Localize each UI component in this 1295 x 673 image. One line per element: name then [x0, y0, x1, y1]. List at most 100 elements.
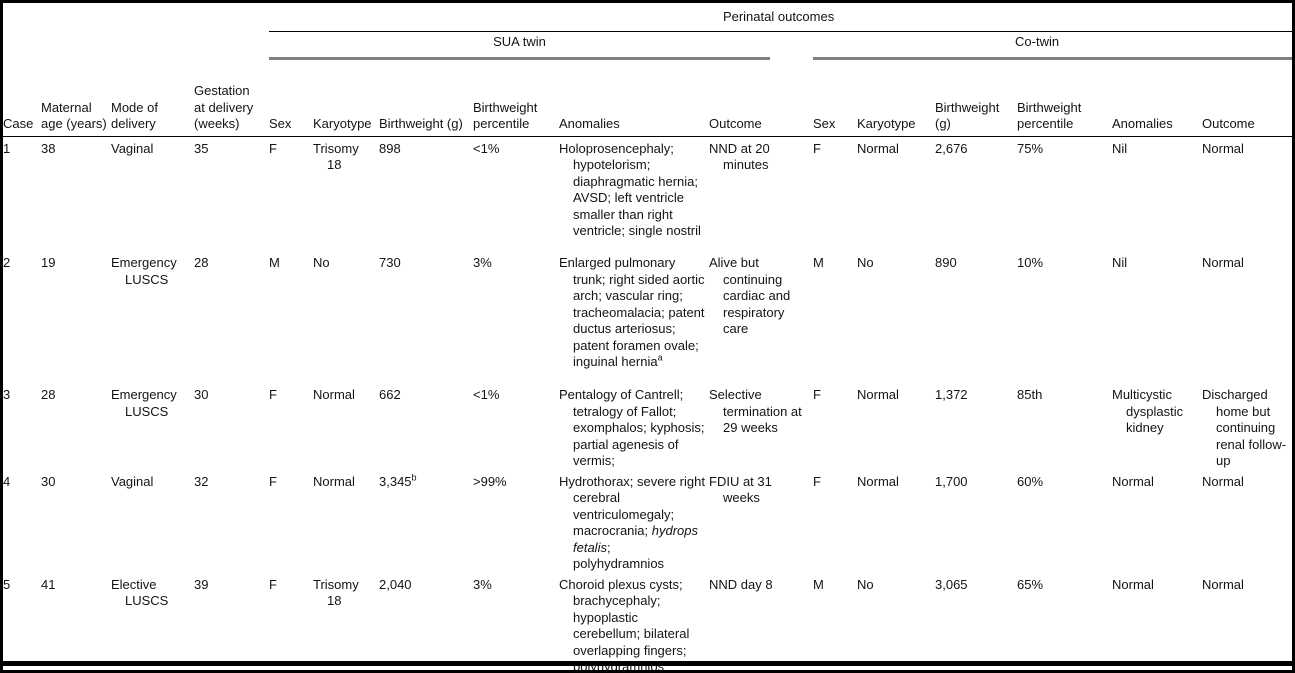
- table-row-case-3: 3 28 Emergency LUSCS 30 F Normal 662 <1%…: [3, 383, 1292, 470]
- col-header-cotwin-sex: Sex: [813, 60, 857, 137]
- cell-cotwin-outcome: Normal: [1202, 576, 1244, 592]
- col-header-case: Case: [3, 60, 41, 137]
- cell-cotwin-sex: F: [813, 473, 821, 489]
- cell-sua-birthweight: 730: [379, 255, 401, 270]
- cell-gestation: 32: [194, 473, 209, 489]
- cell-maternal-age: 38: [41, 140, 56, 156]
- birthweight-text: 3,345: [379, 473, 412, 489]
- cell-cotwin-birthweight-percentile: 75%: [1017, 140, 1044, 156]
- table-row-case-4: 4 30 Vaginal 32 F Normal 3,345b >99% Hyd…: [3, 470, 1292, 573]
- col-header-sua-outcome: Outcome: [709, 60, 813, 137]
- anomalies-text: Hydrothorax; severe right cerebral ventr…: [559, 473, 705, 539]
- cell-sua-anomalies: Enlarged pulmonary trunk; right sided ao…: [559, 251, 709, 383]
- cell-maternal-age: 30: [41, 473, 56, 489]
- cell-sua-sex: M: [269, 255, 280, 270]
- cell-sua-birthweight-percentile: 3%: [473, 576, 492, 592]
- anomalies-text: ; polyhydramnios: [573, 539, 665, 572]
- cell-sua-birthweight-percentile: <1%: [473, 387, 500, 402]
- cell-cotwin-anomalies: Normal: [1112, 473, 1154, 489]
- cell-maternal-age: 19: [41, 255, 56, 270]
- col-header-maternal-age: Maternal age (years): [41, 60, 111, 137]
- cell-cotwin-birthweight: 1,700: [935, 473, 968, 489]
- cell-sua-birthweight: 662: [379, 387, 401, 402]
- cell-cotwin-karyotype: Normal: [857, 473, 899, 489]
- cell-sua-anomalies: Pentalogy of Cantrell; tetralogy of Fall…: [559, 387, 705, 468]
- cell-cotwin-birthweight-percentile: 10%: [1017, 255, 1044, 270]
- co-twin-group-header: Co-twin: [813, 34, 1292, 60]
- cell-cotwin-karyotype: Normal: [857, 140, 899, 156]
- group-header-row: Perinatal outcomes: [3, 5, 1292, 32]
- cell-sua-karyotype: Trisomy 18: [313, 576, 359, 609]
- table-row-case-2: 2 19 Emergency LUSCS 28 M No 730 3% Enla…: [3, 251, 1292, 383]
- cell-cotwin-sex: F: [813, 140, 821, 156]
- cell-sua-outcome: NND day 8: [709, 576, 773, 592]
- table-row-case-5: 5 41 Elective LUSCS 39 F Trisomy 18 2,04…: [3, 573, 1292, 673]
- cell-mode-of-delivery: Emergency LUSCS: [111, 387, 177, 419]
- anomalies-text: Enlarged pulmonary trunk; right sided ao…: [559, 255, 705, 369]
- cell-cotwin-karyotype: No: [857, 576, 874, 592]
- cell-case: 2: [3, 255, 11, 270]
- cell-sua-outcome: Alive but continuing cardiac and respira…: [709, 255, 791, 336]
- cell-sua-birthweight: 2,040: [379, 576, 412, 592]
- blank-corner: [3, 5, 269, 31]
- table-row-case-1: 1 38 Vaginal 35 F Trisomy 18 898 <1% Hol…: [3, 136, 1292, 251]
- cell-cotwin-birthweight-percentile: 65%: [1017, 576, 1044, 592]
- col-header-cotwin-outcome: Outcome: [1202, 60, 1292, 137]
- column-header-row: Case Maternal age (years) Mode of delive…: [3, 60, 1292, 137]
- cell-cotwin-anomalies: Normal: [1112, 576, 1154, 592]
- cell-cotwin-anomalies: Multicystic dysplastic kidney: [1112, 387, 1184, 435]
- anomalies-italic-term: hydrops fetalis: [573, 523, 698, 555]
- cell-sua-birthweight-percentile: <1%: [473, 140, 500, 156]
- col-header-cotwin-birthweight-percentile: Birthweight percentile: [1017, 60, 1112, 137]
- cell-sua-outcome: FDIU at 31 weeks: [709, 473, 772, 506]
- cell-cotwin-sex: F: [813, 387, 821, 402]
- col-header-gestation: Gestation at delivery (weeks): [194, 60, 269, 137]
- cell-sua-karyotype: No: [313, 255, 330, 270]
- col-header-sua-karyotype: Karyotype: [313, 60, 379, 137]
- cell-case: 5: [3, 576, 11, 592]
- cell-maternal-age: 41: [41, 576, 56, 592]
- cell-cotwin-birthweight: 2,676: [935, 140, 968, 156]
- col-header-cotwin-karyotype: Karyotype: [857, 60, 935, 137]
- cell-sua-birthweight-percentile: >99%: [473, 473, 507, 489]
- footnote-marker-a: a: [657, 352, 663, 363]
- cell-cotwin-karyotype: No: [857, 255, 874, 270]
- cell-sua-anomalies: Holoprosencephaly; hypotelorism; diaphra…: [559, 140, 701, 239]
- perinatal-outcomes-header: Perinatal outcomes: [269, 5, 1292, 32]
- col-header-sua-anomalies: Anomalies: [559, 60, 709, 137]
- blank-corner: [3, 31, 269, 60]
- col-header-sua-birthweight: Birthweight (g): [379, 60, 473, 137]
- col-header-mode-of-delivery: Mode of delivery: [111, 60, 194, 137]
- col-header-cotwin-anomalies: Anomalies: [1112, 60, 1202, 137]
- cell-sua-birthweight-percentile: 3%: [473, 255, 492, 270]
- cell-sua-anomalies: Choroid plexus cysts; brachycephaly; hyp…: [559, 576, 690, 673]
- col-header-sua-sex: Sex: [269, 60, 313, 137]
- cell-cotwin-sex: M: [813, 255, 824, 270]
- cell-case: 3: [3, 387, 11, 402]
- footnote-marker-b: b: [411, 472, 417, 483]
- cell-gestation: 28: [194, 255, 209, 270]
- cell-cotwin-sex: M: [813, 576, 824, 592]
- cell-mode-of-delivery: Elective LUSCS: [111, 576, 169, 609]
- perinatal-outcomes-table: Perinatal outcomes SUA twin Co-twin Case…: [3, 5, 1292, 673]
- cell-cotwin-anomalies: Nil: [1112, 140, 1128, 156]
- cell-sua-outcome: NND at 20 minutes: [709, 140, 770, 173]
- cell-cotwin-karyotype: Normal: [857, 387, 899, 402]
- cell-case: 4: [3, 473, 11, 489]
- cell-sua-karyotype: Normal: [313, 473, 355, 489]
- cell-cotwin-birthweight-percentile: 60%: [1017, 473, 1044, 489]
- cell-maternal-age: 28: [41, 387, 56, 402]
- cell-gestation: 35: [194, 140, 209, 156]
- cell-case: 1: [3, 140, 11, 156]
- cell-sua-anomalies: Hydrothorax; severe right cerebral ventr…: [559, 470, 709, 573]
- cell-cotwin-outcome: Normal: [1202, 473, 1244, 489]
- cell-sua-sex: F: [269, 387, 277, 402]
- cell-sua-outcome: Selective termination at 29 weeks: [709, 387, 802, 435]
- cell-sua-sex: F: [269, 576, 277, 592]
- cell-sua-birthweight: 3,345b: [379, 470, 473, 573]
- cell-cotwin-anomalies: Nil: [1112, 255, 1128, 270]
- cell-cotwin-outcome: Normal: [1202, 140, 1244, 156]
- cell-sua-sex: F: [269, 140, 277, 156]
- table-bottom-rule: [3, 661, 1292, 666]
